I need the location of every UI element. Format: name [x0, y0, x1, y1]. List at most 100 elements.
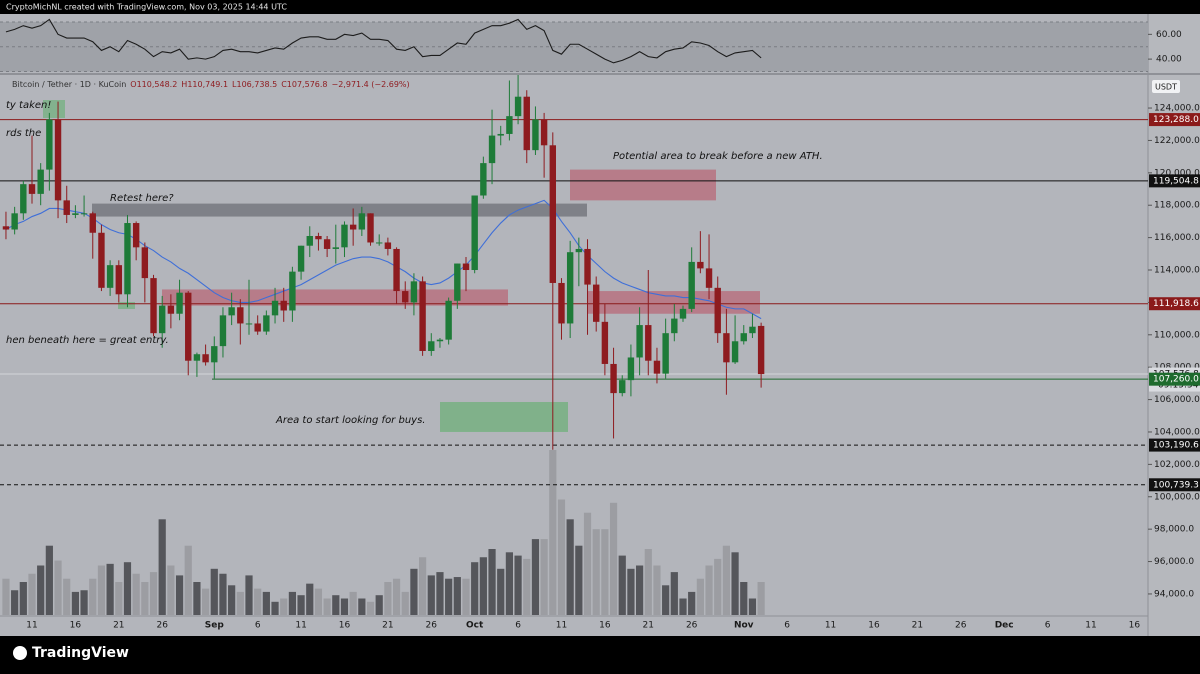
volume-bar: [471, 562, 479, 615]
volume-bar: [609, 502, 618, 615]
candle-body: [358, 213, 366, 230]
volume-bar: [479, 557, 487, 615]
candle-body: [749, 326, 756, 334]
candle-body: [419, 281, 426, 351]
candle-body: [323, 239, 331, 249]
currency: USDT: [1155, 83, 1177, 92]
volume-bar: [748, 598, 757, 615]
volume-bar: [80, 590, 88, 615]
candle-body: [584, 248, 591, 285]
volume-bar: [384, 582, 392, 615]
rsi-tick-label: 60.00: [1156, 30, 1182, 40]
ohlc-value: L106,738.5: [232, 80, 277, 89]
candle-body: [245, 323, 253, 325]
candle-body: [697, 261, 704, 269]
y-tick-label: 98,000.0: [1154, 525, 1194, 535]
x-tick-label: 26: [955, 621, 967, 631]
y-tick-label: 106,000.0: [1154, 395, 1200, 405]
x-tick-label: Nov: [734, 621, 754, 631]
candle-body: [150, 278, 157, 334]
chart-background: [0, 14, 1200, 636]
volume-bar: [71, 591, 79, 615]
volume-bar: [323, 598, 331, 615]
x-tick-label: 26: [426, 621, 438, 631]
volume-bar: [575, 545, 583, 615]
volume-bar: [97, 565, 106, 615]
volume-bar: [332, 595, 340, 615]
volume-bar: [410, 568, 418, 615]
x-tick-label: 6: [515, 621, 521, 631]
volume-bar: [445, 578, 453, 615]
volume-bar: [419, 557, 427, 615]
volume-bar: [757, 582, 765, 615]
candle-body: [219, 315, 227, 347]
brand-logo: [13, 646, 27, 660]
level-label: 111,918.6: [1153, 299, 1199, 309]
candle-body: [72, 213, 79, 215]
ohlc-value: −2,971.4 (−2.69%): [332, 80, 410, 89]
y-tick-label: 96,000.0: [1154, 557, 1194, 567]
x-tick-label: 16: [1129, 621, 1141, 631]
x-tick-label: 21: [912, 621, 923, 631]
candle-body: [193, 354, 201, 361]
volume-bar: [141, 582, 149, 615]
candle-body: [575, 248, 583, 253]
candle-body: [601, 321, 609, 364]
volume-bar: [314, 588, 323, 615]
candle-body: [80, 213, 88, 215]
candle-body: [89, 213, 96, 233]
level-label: 100,739.3: [1153, 480, 1199, 490]
candle-body: [384, 242, 392, 249]
volume-bar: [63, 578, 71, 615]
candle-body: [63, 200, 70, 215]
volume-bar: [714, 558, 722, 615]
candle-body: [141, 247, 149, 279]
candle-body: [428, 341, 435, 351]
currency-box: [1152, 80, 1180, 93]
candle-body: [454, 263, 461, 301]
volume-bar: [453, 577, 461, 615]
volume-bar: [392, 578, 401, 615]
candle-body: [497, 133, 504, 136]
level-label: 119,504.8: [1153, 176, 1199, 186]
y-tick-label: 114,000.0: [1154, 266, 1200, 276]
volume-bar: [11, 590, 19, 615]
level-label-box: [1149, 478, 1200, 492]
candle-body: [714, 287, 721, 334]
candle-body: [159, 305, 166, 334]
x-tick-label: Dec: [995, 621, 1014, 631]
volume-bar: [653, 565, 661, 615]
ohlc-value: C107,576.8: [281, 80, 327, 89]
volume-bar: [540, 539, 548, 615]
volume-bar: [167, 565, 175, 615]
candle-body: [280, 300, 287, 311]
volume-bar: [132, 573, 140, 615]
volume-bar: [436, 572, 444, 615]
zone: [440, 402, 568, 432]
candle-body: [254, 323, 261, 332]
volume-bar: [366, 601, 375, 615]
volume-bar: [19, 582, 27, 615]
volume-bar: [488, 549, 496, 615]
candle-body: [627, 357, 635, 381]
candle-body: [566, 252, 574, 324]
zone: [587, 291, 760, 314]
candle-body: [289, 271, 296, 311]
candle-body: [211, 346, 218, 363]
volume-bar: [679, 598, 687, 615]
annotation: Area to start looking for buys.: [275, 415, 425, 426]
volume-bar: [280, 598, 288, 615]
y-tick-label: 120,000.0: [1154, 168, 1200, 178]
brand: TradingView: [32, 645, 129, 661]
volume-bar: [89, 578, 97, 615]
volume-bar: [306, 583, 314, 615]
volume-bar: [722, 545, 730, 615]
volume-bar: [297, 595, 305, 615]
y-tick-label: 124,000.0: [1154, 104, 1200, 114]
x-tick-label: 16: [70, 621, 82, 631]
level-label-box: [1149, 174, 1200, 188]
candle-body: [436, 339, 444, 342]
zone: [92, 203, 587, 217]
candle-body: [271, 300, 279, 316]
volume-bar: [45, 545, 53, 615]
